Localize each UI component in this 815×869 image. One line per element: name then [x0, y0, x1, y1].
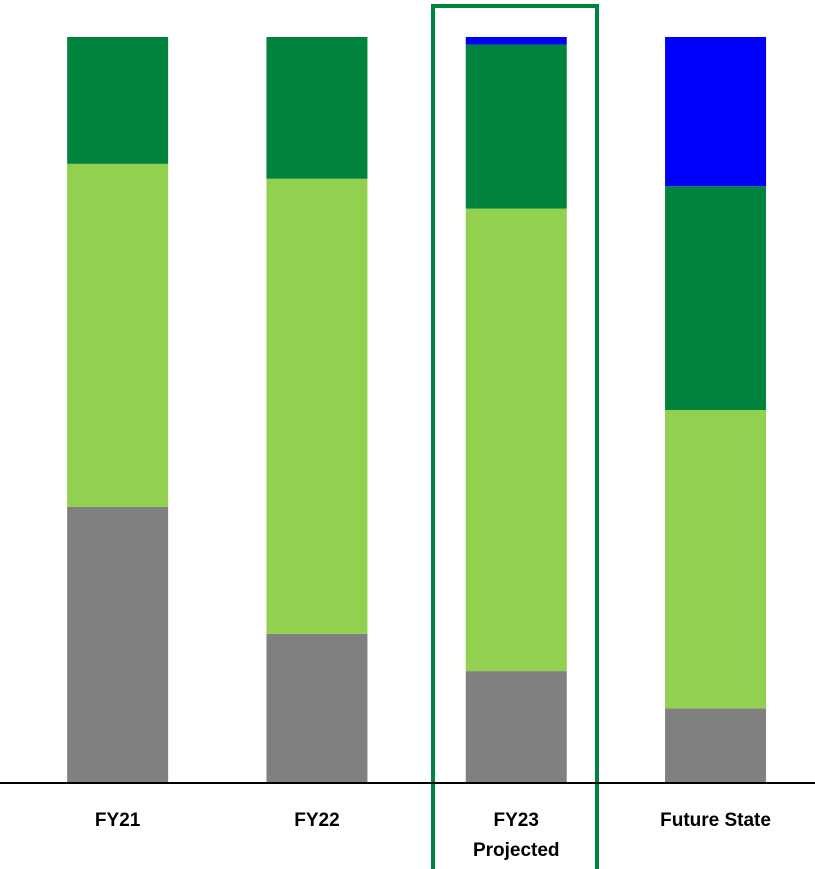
bar-segment	[665, 708, 767, 783]
bar-segment	[665, 186, 767, 410]
bar-segment	[665, 37, 767, 187]
x-tick-label: FY21	[94, 810, 141, 831]
x-tick-label: FY23 Projected	[472, 810, 560, 861]
highlight-box	[431, 4, 599, 869]
bar-segment	[67, 37, 169, 164]
bar-segment	[465, 44, 567, 209]
bar-segment	[266, 37, 368, 179]
bar-segment	[67, 506, 169, 783]
bar-segment	[465, 37, 567, 45]
bar-segment	[266, 633, 368, 783]
x-tick-label: Future State	[660, 810, 771, 831]
bar-segment	[67, 163, 169, 507]
bar-segment	[465, 671, 567, 783]
x-tick-label: FY22	[294, 810, 340, 831]
bar-segment	[665, 410, 767, 709]
bar-segment	[266, 178, 368, 634]
bar-segment	[465, 208, 567, 672]
